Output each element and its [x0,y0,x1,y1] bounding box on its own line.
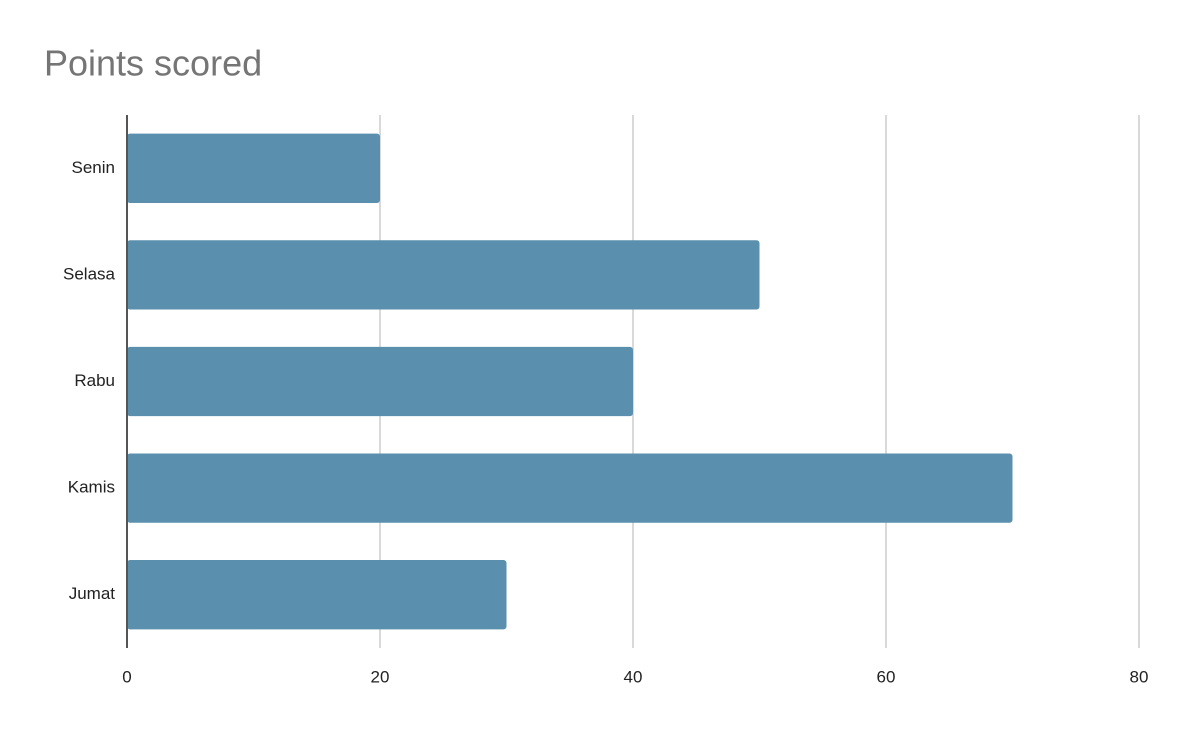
x-tick-label: 0 [122,667,131,686]
bar [127,560,507,630]
y-tick-label: Selasa [63,264,116,283]
bar [127,346,633,417]
bar [127,240,760,310]
chart-title: Points scored [44,43,262,84]
bar [127,453,1013,523]
x-tick-label: 20 [371,667,390,686]
bar [127,133,380,203]
y-tick-label: Kamis [68,478,115,497]
x-tick-label: 60 [877,667,896,686]
x-tick-label: 80 [1130,667,1149,686]
y-tick-label: Senin [72,158,115,177]
y-tick-label: Rabu [74,371,115,390]
y-tick-label: Jumat [69,584,116,603]
x-tick-label: 40 [624,667,643,686]
